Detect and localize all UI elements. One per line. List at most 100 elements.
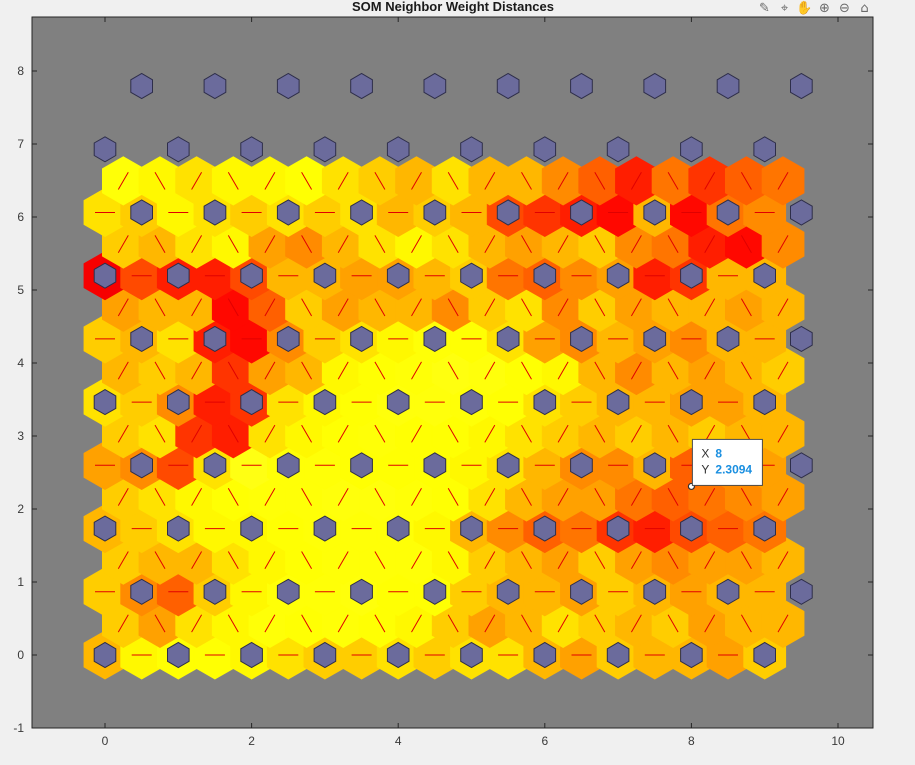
brush-icon[interactable]: ✎ xyxy=(759,0,770,16)
neuron-marker[interactable] xyxy=(276,578,300,605)
neuron-marker[interactable] xyxy=(130,452,153,479)
neuron-marker[interactable] xyxy=(753,262,776,289)
neuron-marker[interactable] xyxy=(790,452,813,479)
neuron-marker[interactable] xyxy=(423,72,447,100)
neuron-marker[interactable] xyxy=(570,578,593,605)
neuron-marker[interactable] xyxy=(643,199,667,226)
neuron-marker[interactable] xyxy=(386,515,410,542)
neuron-marker[interactable] xyxy=(240,515,263,542)
neuron-marker[interactable] xyxy=(790,325,813,352)
neuron-marker[interactable] xyxy=(533,515,557,542)
zoom-in-icon[interactable]: ⊕ xyxy=(819,0,830,16)
neuron-marker[interactable] xyxy=(570,325,593,352)
neuron-marker[interactable] xyxy=(386,389,410,416)
neuron-marker[interactable] xyxy=(570,199,593,226)
neuron-marker[interactable] xyxy=(680,641,703,669)
neuron-marker[interactable] xyxy=(386,262,410,289)
neuron-marker[interactable] xyxy=(240,262,263,289)
neuron-marker[interactable] xyxy=(606,641,630,669)
neuron-marker[interactable] xyxy=(570,452,593,479)
neuron-marker[interactable] xyxy=(753,515,776,542)
neuron-marker[interactable] xyxy=(313,389,337,416)
neuron-marker[interactable] xyxy=(167,515,190,542)
neuron-marker[interactable] xyxy=(460,389,483,416)
neuron-marker[interactable] xyxy=(203,578,227,605)
neuron-marker[interactable] xyxy=(423,452,447,479)
neuron-marker[interactable] xyxy=(276,325,300,352)
neuron-marker[interactable] xyxy=(496,72,520,100)
neuron-marker[interactable] xyxy=(790,199,813,226)
neuron-marker[interactable] xyxy=(203,325,227,352)
neuron-marker[interactable] xyxy=(570,72,593,100)
neuron-marker[interactable] xyxy=(533,136,557,163)
neuron-marker[interactable] xyxy=(496,452,520,479)
neuron-marker[interactable] xyxy=(716,578,740,605)
neuron-marker[interactable] xyxy=(496,199,520,226)
neuron-marker[interactable] xyxy=(716,325,740,352)
neuron-marker[interactable] xyxy=(460,641,483,669)
neuron-marker[interactable] xyxy=(93,262,117,289)
neuron-marker[interactable] xyxy=(350,578,373,605)
neuron-marker[interactable] xyxy=(753,389,776,416)
neuron-marker[interactable] xyxy=(496,578,520,605)
neuron-marker[interactable] xyxy=(386,136,410,163)
neuron-marker[interactable] xyxy=(643,578,667,605)
neuron-marker[interactable] xyxy=(386,641,410,669)
neuron-marker[interactable] xyxy=(460,136,483,163)
neuron-marker[interactable] xyxy=(460,515,483,542)
neuron-marker[interactable] xyxy=(533,262,557,289)
zoom-out-icon[interactable]: ⊖ xyxy=(839,0,850,16)
neuron-marker[interactable] xyxy=(93,136,117,163)
neuron-marker[interactable] xyxy=(790,72,813,100)
neuron-marker[interactable] xyxy=(680,136,703,163)
neuron-marker[interactable] xyxy=(276,452,300,479)
neuron-marker[interactable] xyxy=(643,325,667,352)
neuron-marker[interactable] xyxy=(203,452,227,479)
neuron-marker[interactable] xyxy=(606,515,630,542)
neuron-marker[interactable] xyxy=(93,641,117,669)
neuron-marker[interactable] xyxy=(423,199,447,226)
neuron-marker[interactable] xyxy=(240,389,263,416)
pan-icon[interactable]: ✋ xyxy=(796,0,813,16)
data-tip[interactable]: X 8 Y 2.3094 xyxy=(687,438,763,491)
neuron-marker[interactable] xyxy=(93,515,117,542)
neuron-marker[interactable] xyxy=(130,199,153,226)
neuron-marker[interactable] xyxy=(167,389,190,416)
neuron-marker[interactable] xyxy=(240,641,263,669)
neuron-marker[interactable] xyxy=(276,72,300,100)
neuron-marker[interactable] xyxy=(716,72,740,100)
neuron-marker[interactable] xyxy=(680,515,703,542)
neuron-marker[interactable] xyxy=(93,389,117,416)
neuron-marker[interactable] xyxy=(167,136,190,163)
neuron-marker[interactable] xyxy=(643,72,667,100)
neuron-marker[interactable] xyxy=(130,578,153,605)
data-tips-icon[interactable]: ⌖ xyxy=(780,0,789,16)
neuron-marker[interactable] xyxy=(606,389,630,416)
neuron-marker[interactable] xyxy=(716,199,740,226)
neuron-marker[interactable] xyxy=(167,641,190,669)
neuron-marker[interactable] xyxy=(350,452,373,479)
neuron-marker[interactable] xyxy=(753,641,776,669)
neuron-marker[interactable] xyxy=(753,136,776,163)
neuron-marker[interactable] xyxy=(643,452,667,479)
neuron-marker[interactable] xyxy=(350,325,373,352)
neuron-marker[interactable] xyxy=(606,136,630,163)
neuron-marker[interactable] xyxy=(203,199,227,226)
neuron-marker[interactable] xyxy=(496,325,520,352)
home-icon[interactable]: ⌂ xyxy=(860,0,869,16)
neuron-marker[interactable] xyxy=(533,389,557,416)
neuron-marker[interactable] xyxy=(460,262,483,289)
neuron-marker[interactable] xyxy=(276,199,300,226)
neuron-marker[interactable] xyxy=(313,136,337,163)
neuron-marker[interactable] xyxy=(313,515,337,542)
neuron-marker[interactable] xyxy=(423,578,447,605)
neuron-marker[interactable] xyxy=(130,325,153,352)
neuron-marker[interactable] xyxy=(533,641,557,669)
data-tip-box[interactable] xyxy=(691,438,763,486)
neuron-marker[interactable] xyxy=(240,136,263,163)
neuron-marker[interactable] xyxy=(606,262,630,289)
neuron-marker[interactable] xyxy=(313,262,337,289)
neuron-marker[interactable] xyxy=(167,262,190,289)
neuron-marker[interactable] xyxy=(790,578,813,605)
neuron-marker[interactable] xyxy=(350,199,373,226)
